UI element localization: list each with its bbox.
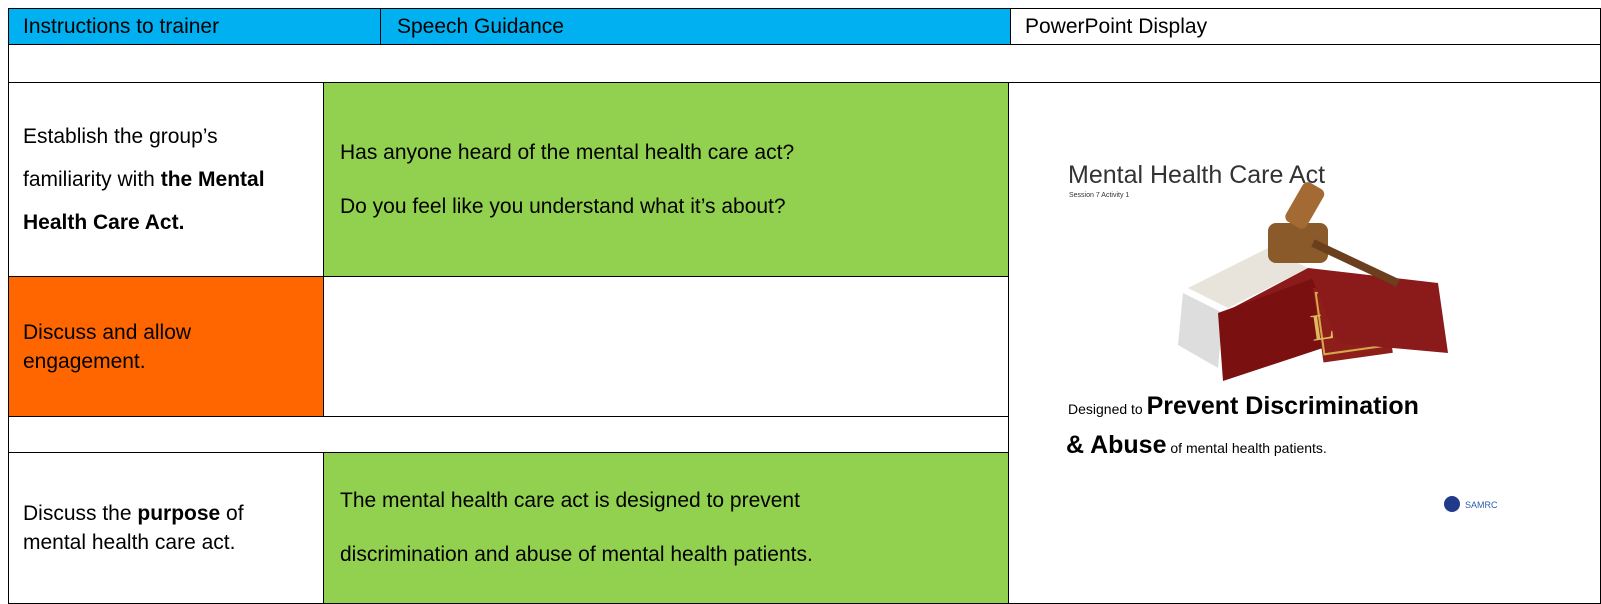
header-cell: PowerPoint Display: [1010, 8, 1601, 45]
caption: Designed to Prevent Discrimination: [1068, 392, 1419, 420]
logo-crest: [1444, 496, 1460, 512]
text: Discuss the: [23, 502, 138, 525]
instruction-cell: Establish the group’s familiarity with t…: [8, 82, 324, 277]
law-book-image: LAW: [1165, 182, 1461, 388]
text: Establish the group’s familiarity with: [23, 125, 218, 191]
caption-bold: & Abuse: [1066, 431, 1167, 459]
header-text: PowerPoint Display: [1025, 14, 1208, 38]
empty-row: [8, 44, 1601, 83]
header-cell: Instructions to trainer: [8, 8, 381, 45]
instruction-cell: Discuss the purpose of mental health car…: [8, 452, 324, 604]
speech-line: Has anyone heard of the mental health ca…: [340, 140, 795, 164]
caption-text: Designed to: [1068, 401, 1147, 417]
caption-bold: Prevent Discrimination: [1147, 392, 1419, 420]
speech-cell: [323, 276, 1009, 417]
caption: & Abuse of mental health patients.: [1066, 431, 1327, 459]
empty-row: [8, 416, 1009, 453]
speech-line: The mental health care act is designed t…: [340, 489, 800, 512]
slide-subtitle: Session 7 Activity 1: [1069, 192, 1129, 199]
logo-text: SAMRC: [1465, 500, 1498, 510]
header-text: Instructions to trainer: [23, 14, 220, 38]
header-text: Speech Guidance: [397, 14, 564, 38]
cell-text: Discuss the purpose of mental health car…: [23, 499, 309, 557]
slide: Mental Health Care Act Session 7 Activit…: [1066, 161, 1498, 512]
slide-title: Mental Health Care Act: [1068, 161, 1325, 189]
speech-line: Do you feel like you understand what it’…: [340, 194, 786, 218]
cell-text: Establish the group’s familiarity with t…: [23, 115, 309, 244]
text: of mental health care act.: [23, 502, 244, 554]
speech-cell: Has anyone heard of the mental health ca…: [323, 82, 1009, 277]
speech-line: discrimination and abuse of mental healt…: [340, 543, 813, 566]
caption-text: of mental health patients.: [1166, 440, 1326, 456]
instruction-cell: Discuss and allow engagement.: [8, 276, 324, 417]
cell-text: Discuss and allow engagement.: [23, 320, 192, 373]
bold-text: the Mental Health Care Act.: [23, 168, 265, 234]
speech-cell: The mental health care act is designed t…: [323, 452, 1009, 604]
header-cell: Speech Guidance: [380, 8, 1011, 45]
bold-text: purpose: [137, 502, 221, 525]
